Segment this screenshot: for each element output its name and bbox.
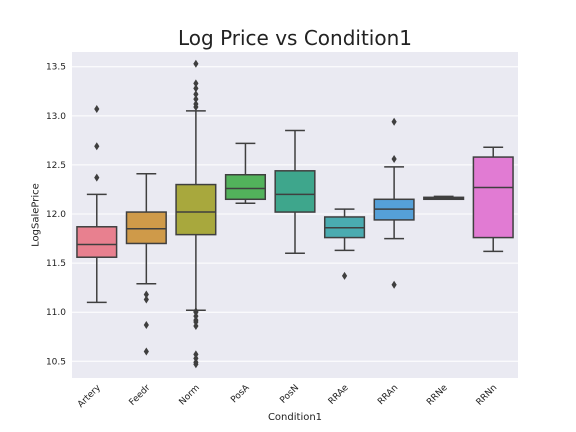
x-tick-label: RRAn: [376, 383, 400, 407]
x-tick-label: RRNn: [475, 383, 500, 408]
y-tick-label: 11.5: [46, 259, 66, 269]
box-posa: [224, 173, 267, 201]
y-tick-label: 12.5: [46, 161, 66, 171]
x-tick-label: Norm: [178, 383, 202, 407]
outlier-point: [391, 117, 397, 126]
x-tick-label: RRNe: [425, 383, 450, 408]
outlier-point: [94, 142, 100, 151]
box-posn: [274, 170, 316, 213]
outlier-point: [193, 79, 199, 88]
box-norm: [175, 183, 217, 236]
outlier-point: [143, 295, 149, 304]
chart-title: Log Price vs Condition1: [177, 26, 412, 50]
y-tick-label: 13.5: [46, 63, 66, 73]
x-tick-label: Feedr: [128, 383, 153, 408]
outlier-point: [94, 104, 100, 113]
y-tick-label: 11.0: [46, 308, 66, 318]
y-axis-label: LogSalePrice: [30, 183, 42, 247]
outlier-point: [193, 321, 199, 330]
outlier-point: [143, 290, 149, 299]
x-axis-label: Condition1: [267, 412, 323, 423]
box-rrnn: [472, 156, 514, 239]
x-tick-label: PosN: [278, 383, 301, 406]
box-feedr: [125, 211, 167, 245]
outlier-point: [391, 155, 397, 164]
y-tick-label: 10.5: [46, 357, 66, 367]
outlier-point: [143, 347, 149, 356]
outlier-point: [193, 90, 199, 99]
outlier-point: [193, 102, 199, 111]
outlier-point: [143, 320, 149, 329]
y-tick-label: 12.0: [46, 210, 66, 220]
outlier-point: [193, 360, 199, 369]
outlier-point: [193, 84, 199, 93]
outlier-point: [193, 59, 199, 68]
x-tick-label: RRAe: [327, 383, 351, 407]
outlier-point: [341, 271, 348, 280]
x-tick-label: PosA: [229, 382, 252, 405]
outlier-point: [391, 280, 397, 289]
y-tick-label: 13.0: [46, 112, 66, 122]
box-artery: [76, 226, 118, 258]
outlier-point: [94, 173, 100, 182]
x-tick-label: Artery: [76, 383, 103, 410]
outlier-point: [193, 95, 199, 104]
